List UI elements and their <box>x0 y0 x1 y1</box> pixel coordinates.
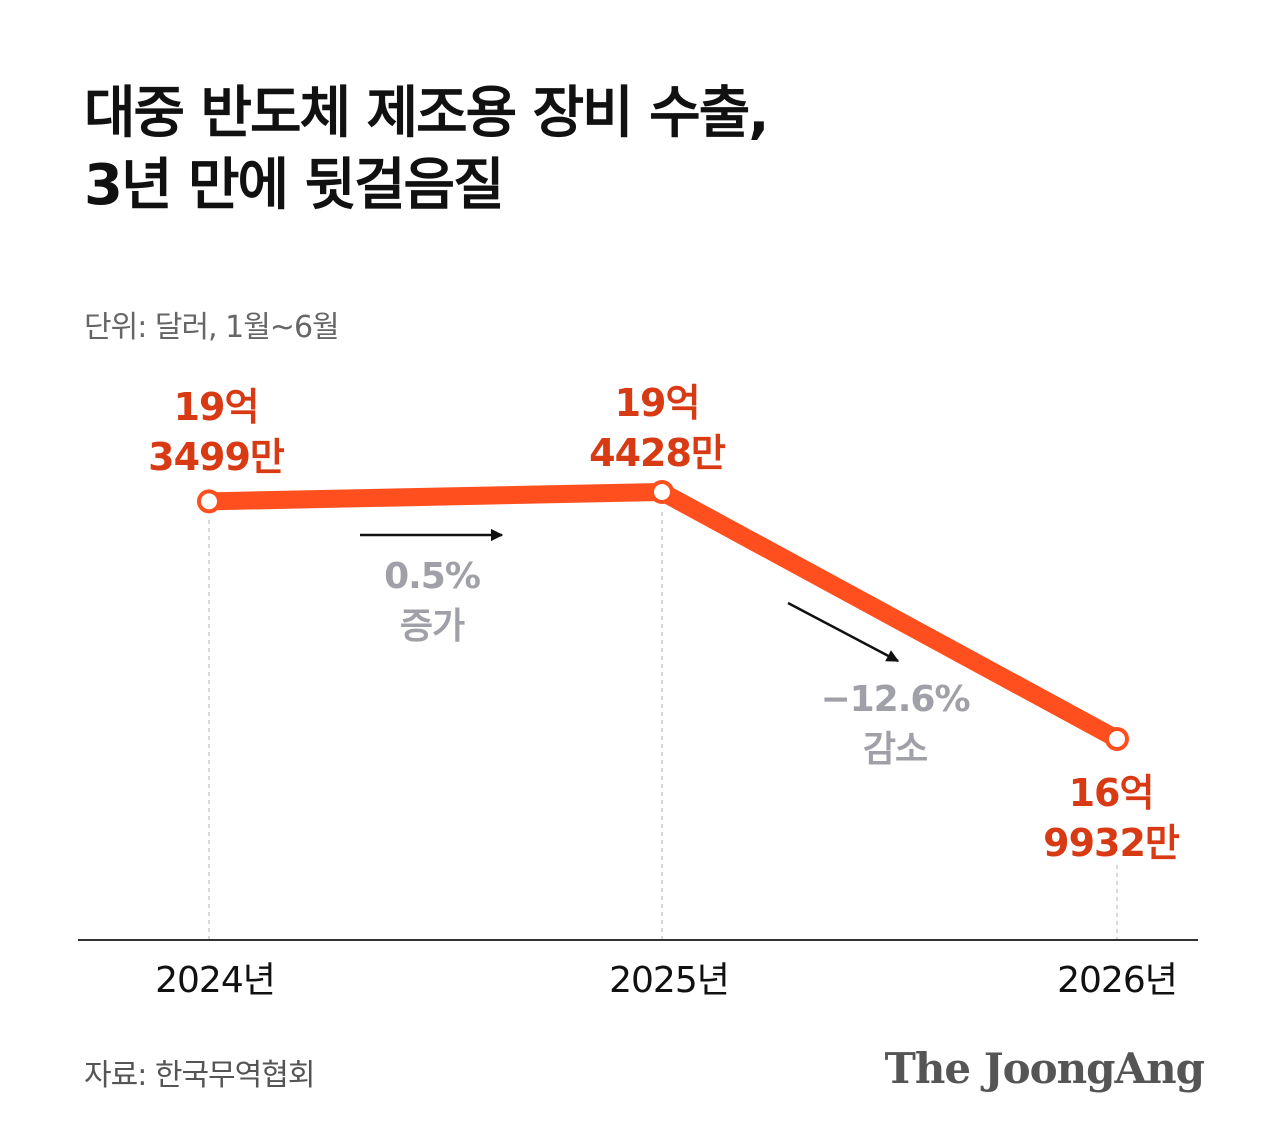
change-annotation-0: 0.5% 증가 <box>384 556 480 647</box>
value-label-2: 16억 9932만 <box>1043 771 1180 865</box>
chart-title-line-2: 3년 만에 뒷걸음질 <box>84 153 505 218</box>
unit-note: 단위: 달러, 1월~6월 <box>84 310 340 345</box>
change-annotation-1: −12.6% 감소 <box>820 679 969 770</box>
series-line <box>200 483 1126 748</box>
chart-title-line-1: 대중 반도체 제조용 장비 수출, <box>84 81 769 146</box>
change-arrows <box>360 528 900 663</box>
chart-title: 대중 반도체 제조용 장비 수출, 3년 만에 뒷걸음질 <box>84 78 769 222</box>
value-label-1: 19억 4428만 <box>589 381 726 475</box>
change-annotations: 0.5% 증가 −12.6% 감소 <box>384 556 970 770</box>
x-tick-label-2: 2026년 <box>1057 960 1177 1001</box>
change-arrow-1 <box>787 601 900 663</box>
x-tick-labels: 2024년 2025년 2026년 <box>155 960 1178 1001</box>
data-point-2 <box>1105 727 1129 751</box>
source-note: 자료: 한국무역협회 <box>84 1058 315 1093</box>
value-labels: 19억 3499만 19억 4428만 16억 9932만 <box>148 381 1181 865</box>
series-line-group <box>200 483 1126 748</box>
value-label-0: 19억 3499만 <box>148 385 285 479</box>
data-point-1 <box>650 480 674 504</box>
data-points <box>197 480 1129 751</box>
x-tick-label-1: 2025년 <box>609 960 729 1001</box>
publisher-logo: The JoongAng <box>884 1044 1205 1093</box>
guide-lines <box>208 512 1118 940</box>
x-tick-label-0: 2024년 <box>155 960 275 1001</box>
data-point-0 <box>197 489 221 514</box>
